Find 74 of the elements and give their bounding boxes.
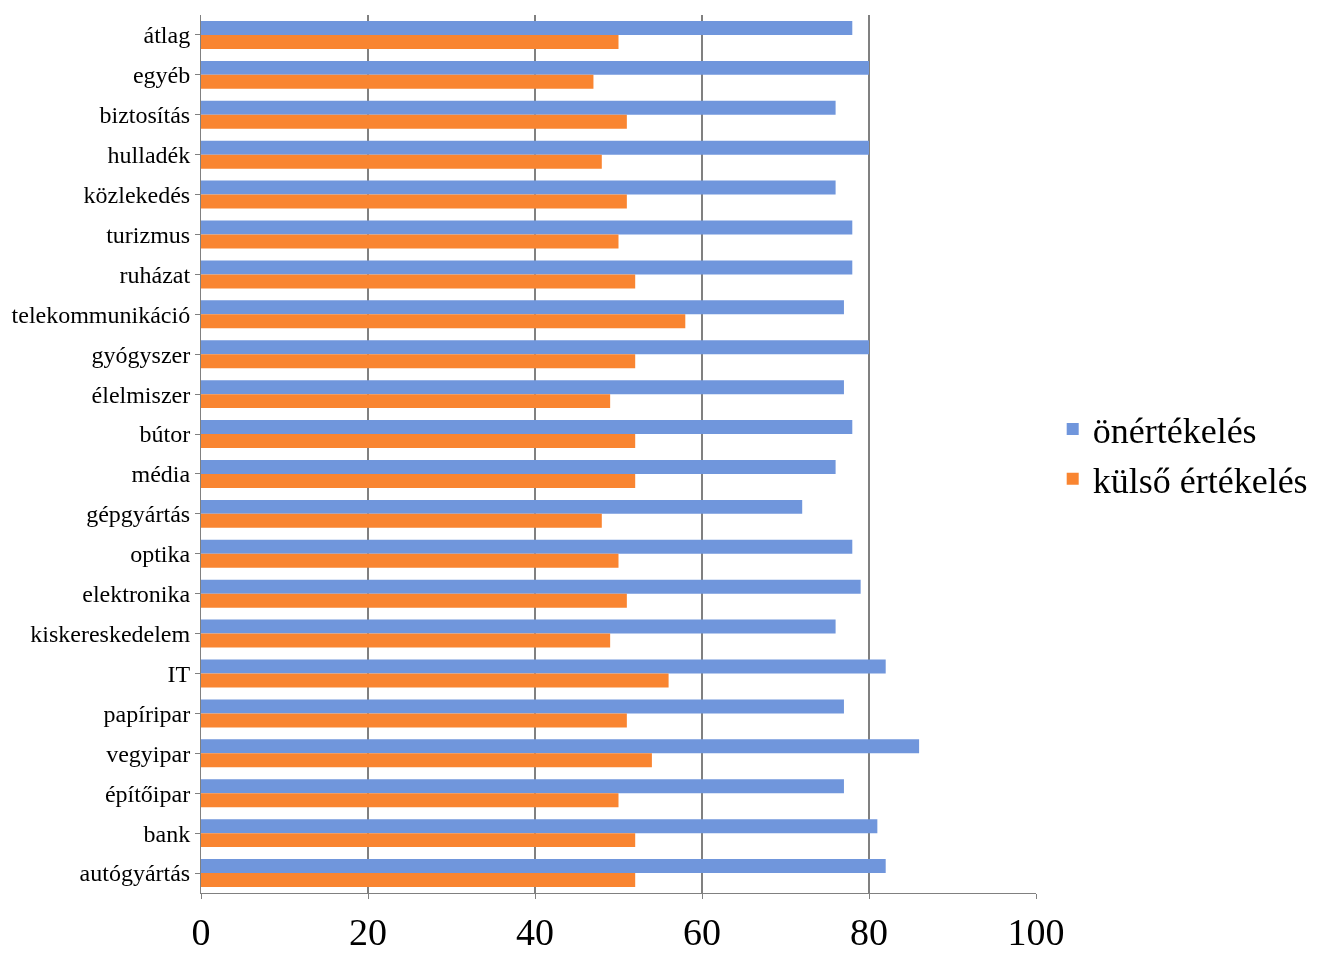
y-tick-label: biztosítás: [99, 102, 191, 129]
y-tick-label: hulladék: [107, 142, 191, 169]
y-tick-label: elektronika: [82, 581, 191, 608]
bar: [201, 194, 627, 209]
y-tick-label: kiskereskedelem: [30, 620, 191, 647]
y-tick-label: gyógyszer: [91, 341, 191, 368]
bar: [201, 593, 627, 608]
bar: [201, 20, 853, 35]
bar: [201, 154, 602, 169]
bar: [201, 499, 803, 514]
bar: [201, 260, 853, 275]
bar: [201, 180, 836, 195]
x-tick-label: 0: [191, 910, 211, 953]
bar: [201, 713, 627, 728]
y-tick-label: bútor: [139, 421, 191, 448]
bar: [201, 220, 853, 235]
y-tick-label: átlag: [143, 22, 191, 49]
bar: [201, 394, 611, 409]
y-tick-label: élelmiszer: [91, 381, 191, 408]
bar: [201, 140, 869, 155]
bar: [201, 274, 636, 289]
y-tick-label: gépgyártás: [86, 501, 191, 528]
bar: [201, 793, 619, 808]
bar: [201, 434, 636, 449]
y-tick-label: turizmus: [106, 221, 191, 248]
bar: [201, 114, 627, 129]
bar: [201, 699, 844, 714]
y-tick-label: telekommunikáció: [11, 301, 191, 328]
y-tick-label: építőipar: [104, 780, 191, 807]
bar: [201, 314, 686, 329]
bar: [201, 633, 611, 648]
bar: [201, 739, 920, 754]
bar: [201, 779, 844, 794]
y-tick-label: egyéb: [132, 62, 191, 89]
bar: [201, 539, 853, 554]
bar: [201, 619, 836, 634]
y-tick-label: IT: [167, 660, 191, 687]
y-tick-label: vegyipar: [106, 740, 191, 767]
bar: [201, 659, 886, 674]
bar: [201, 553, 619, 568]
legend-label: külső értékelés: [1092, 460, 1308, 501]
bar: [201, 34, 619, 49]
bar: [201, 513, 602, 528]
x-tick-label: 40: [516, 910, 554, 953]
bar: [201, 459, 836, 474]
x-tick-label: 60: [683, 910, 721, 953]
y-tick-label: bank: [143, 820, 191, 847]
bar: [201, 673, 669, 688]
bar: [201, 579, 861, 594]
x-tick-label: 80: [850, 910, 888, 953]
bar: [201, 354, 636, 369]
y-tick-label: papíripar: [103, 700, 191, 727]
bar: [201, 833, 636, 848]
bar: [201, 100, 836, 115]
bar: [201, 753, 652, 768]
bar: [201, 380, 844, 395]
y-tick-label: ruházat: [119, 261, 191, 288]
x-tick-label: 20: [349, 910, 387, 953]
y-tick-label: autógyártás: [79, 860, 191, 887]
x-tick-label: 100: [1007, 910, 1065, 953]
y-tick-label: közlekedés: [83, 181, 191, 208]
bar: [201, 300, 844, 315]
y-tick-label: média: [131, 461, 191, 488]
bar: [201, 473, 636, 488]
bar: [201, 873, 636, 888]
legend-label: önértékelés: [1092, 410, 1257, 451]
bar: [201, 859, 886, 874]
bar: [201, 420, 853, 435]
bar: [201, 340, 869, 355]
bar: [201, 74, 594, 89]
y-tick-label: optika: [130, 541, 191, 568]
bar: [201, 234, 619, 249]
bar: [201, 819, 878, 834]
bar: [201, 60, 869, 75]
